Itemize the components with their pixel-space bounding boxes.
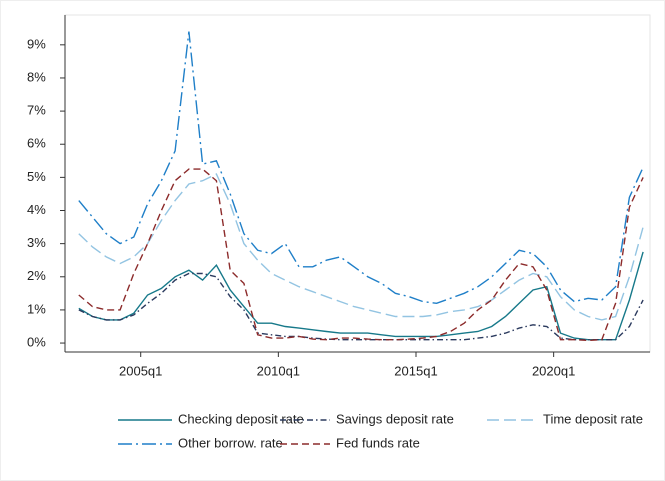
y-tick-label: 0% — [27, 334, 46, 349]
legend-label: Time deposit rate — [543, 411, 643, 426]
y-tick-label: 3% — [27, 235, 46, 250]
series-line — [78, 168, 644, 342]
legend-label: Savings deposit rate — [336, 411, 454, 426]
legend-label: Other borrow. rate — [178, 435, 283, 450]
x-tick-label: 2010q1 — [257, 363, 300, 378]
y-tick-label: 7% — [27, 103, 46, 118]
x-tick-label: 2015q1 — [394, 363, 437, 378]
series-line — [78, 272, 644, 341]
y-tick-label: 5% — [27, 169, 46, 184]
y-tick-label: 2% — [27, 268, 46, 283]
plot-frame — [64, 14, 651, 353]
legend-label: Checking deposit rate — [178, 411, 304, 426]
series-line — [78, 251, 644, 341]
x-tick-label: 2020q1 — [532, 363, 575, 378]
x-tick-label: 2005q1 — [119, 363, 162, 378]
series-line — [78, 173, 644, 321]
y-tick-label: 4% — [27, 202, 46, 217]
y-tick-label: 8% — [27, 69, 46, 84]
legend-label: Fed funds rate — [336, 435, 420, 450]
y-tick-label: 6% — [27, 136, 46, 151]
y-tick-label: 9% — [27, 36, 46, 51]
y-tick-label: 1% — [27, 301, 46, 316]
